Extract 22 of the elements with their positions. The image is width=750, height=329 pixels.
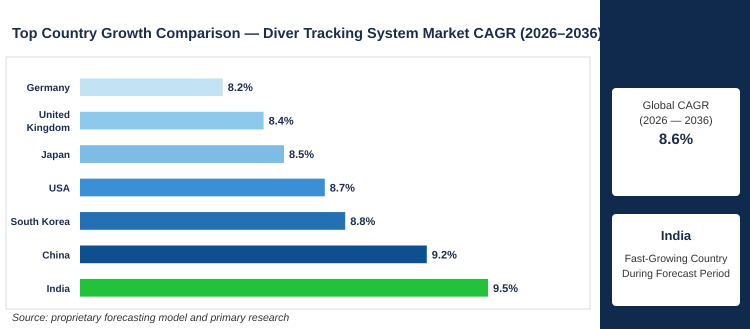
y-tick-label: India xyxy=(46,284,70,295)
y-tick-label: Germany xyxy=(26,83,70,94)
text: 8.6% xyxy=(658,131,694,148)
text: (2026 — 2036) xyxy=(639,115,713,127)
text: India xyxy=(660,228,692,243)
y-tick-label: USA xyxy=(48,184,70,194)
data-label: 8.8% xyxy=(350,216,376,228)
data-label: 9.5% xyxy=(493,282,518,295)
y-tick-label: Japan xyxy=(41,150,70,162)
data-label: 8.7% xyxy=(330,182,356,194)
data-label: 8.4% xyxy=(268,116,294,128)
chart-title: Top Country Growth Comparison — Diver Tracking System Market CAGR (2026–2036) xyxy=(12,26,603,42)
y-tick-label: South Korea xyxy=(10,216,70,228)
data-label: 8.5% xyxy=(289,149,314,162)
text: Global CAGR xyxy=(642,100,710,112)
y-tick-label: United Kingdom xyxy=(26,110,70,134)
text: Fast-Growing Country xyxy=(624,253,728,265)
source-note: Source: proprietary forecasting model and primary research xyxy=(12,312,290,324)
data-label: 9.2% xyxy=(432,249,458,262)
text: During Forecast Period xyxy=(622,268,730,280)
data-label: 8.2% xyxy=(228,82,254,94)
y-tick-label: China xyxy=(42,250,70,262)
